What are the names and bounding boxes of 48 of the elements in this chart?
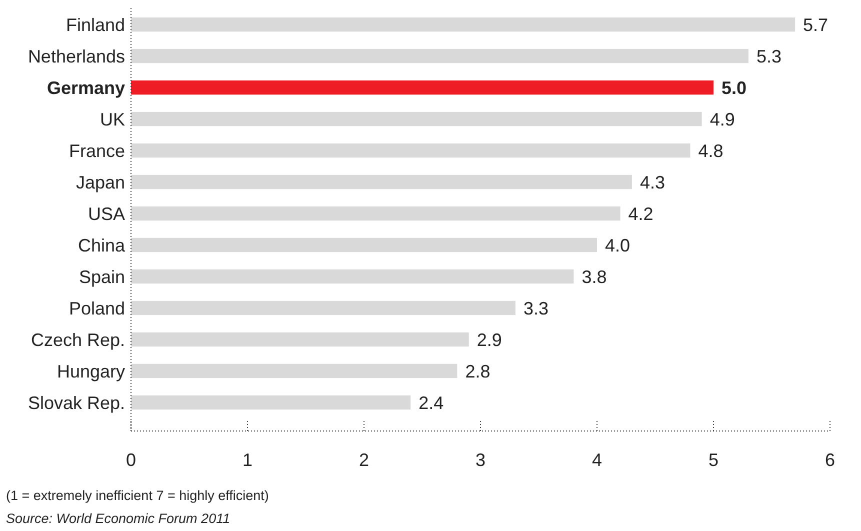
x-tick-label: 3 (475, 450, 486, 470)
bar (131, 206, 620, 221)
data-label: 4.3 (640, 172, 665, 192)
bar (131, 300, 516, 316)
bar (131, 238, 597, 252)
data-label: 3.3 (523, 298, 548, 318)
bar (131, 48, 748, 64)
y-tick-label: China (78, 235, 126, 256)
data-label: 5.7 (803, 14, 828, 35)
x-tick-label: 6 (824, 450, 836, 470)
data-label: 4.0 (605, 235, 630, 256)
bar (131, 364, 458, 378)
y-tick-label: USA (88, 204, 125, 224)
x-tick-label: 2 (358, 450, 370, 470)
y-tick-label: Spain (78, 266, 125, 287)
x-tick-label: 4 (592, 450, 602, 470)
data-label: 3.8 (582, 266, 607, 287)
bar (131, 174, 632, 190)
x-tick-label: 0 (126, 450, 136, 470)
data-label: 2.8 (465, 361, 490, 382)
y-tick-label: Hungary (56, 361, 125, 382)
bar (131, 332, 469, 347)
bar (131, 395, 411, 410)
bar (131, 143, 690, 158)
y-tick-label: Finland (66, 14, 125, 35)
y-tick-label: Czech Rep. (30, 330, 125, 350)
x-tick-label: 1 (242, 450, 253, 470)
data-label: 5.3 (756, 46, 782, 66)
y-tick-label: Japan (76, 172, 125, 192)
data-label: 2.4 (418, 392, 444, 413)
y-tick-label: France (68, 140, 125, 161)
bar (131, 17, 796, 32)
text: (1 = extremely inefficient 7 = highly efficient) (6, 488, 269, 503)
bar (131, 80, 714, 95)
y-tick-label: Poland (68, 298, 125, 318)
data-label: 4.9 (710, 109, 735, 130)
y-tick-label: Germany (46, 78, 125, 98)
y-tick-label: Slovak Rep. (28, 392, 125, 413)
data-label: 2.9 (476, 330, 502, 350)
x-tick-label: 5 (708, 450, 719, 470)
bar (131, 112, 702, 126)
source-note: Source: World Economic Forum 2011 (6, 511, 230, 526)
data-label: 5.0 (722, 78, 747, 98)
bar (131, 269, 574, 284)
data-label: 4.8 (698, 140, 724, 161)
y-tick-label: Netherlands (28, 46, 125, 66)
y-tick-label: UK (100, 109, 125, 130)
data-label: 4.2 (628, 204, 654, 224)
